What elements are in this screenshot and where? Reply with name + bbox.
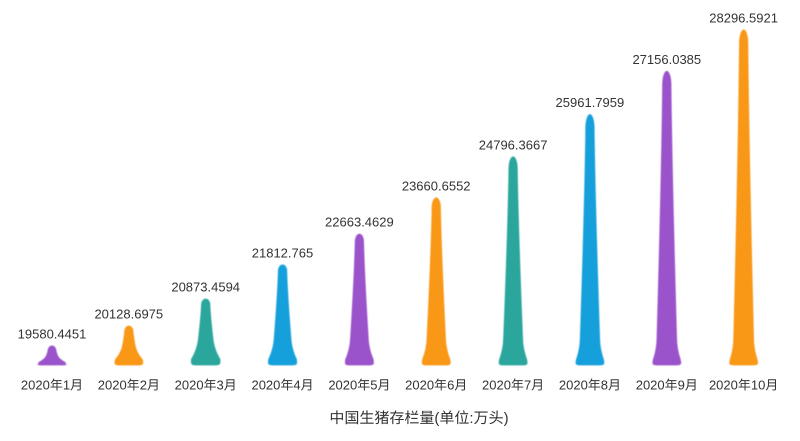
svg-text:2: 2 bbox=[140, 378, 147, 393]
svg-text:22663.4629: 22663.4629 bbox=[325, 215, 394, 230]
svg-text::: : bbox=[469, 410, 473, 427]
svg-text:2020: 2020 bbox=[482, 378, 511, 393]
svg-text:2020: 2020 bbox=[559, 378, 588, 393]
svg-text:): ) bbox=[504, 410, 509, 427]
svg-text:2020: 2020 bbox=[98, 378, 127, 393]
svg-text:5: 5 bbox=[370, 378, 377, 393]
svg-text:2020: 2020 bbox=[21, 378, 50, 393]
svg-text:19580.4451: 19580.4451 bbox=[18, 326, 87, 341]
svg-text:2020: 2020 bbox=[709, 378, 738, 393]
svg-text:4: 4 bbox=[293, 378, 300, 393]
svg-text:24796.3667: 24796.3667 bbox=[479, 137, 548, 152]
svg-text:10: 10 bbox=[751, 378, 765, 393]
svg-text:20873.4594: 20873.4594 bbox=[171, 280, 240, 295]
svg-text:2020: 2020 bbox=[636, 378, 665, 393]
svg-text:28296.5921: 28296.5921 bbox=[709, 10, 778, 25]
svg-text:9: 9 bbox=[678, 378, 685, 393]
svg-text:2020: 2020 bbox=[328, 378, 357, 393]
svg-text:25961.7959: 25961.7959 bbox=[556, 95, 625, 110]
svg-text:2020: 2020 bbox=[175, 378, 204, 393]
svg-text:23660.6552: 23660.6552 bbox=[402, 179, 471, 194]
svg-text:2020: 2020 bbox=[405, 378, 434, 393]
svg-text:7: 7 bbox=[524, 378, 531, 393]
svg-text:8: 8 bbox=[601, 378, 608, 393]
svg-text:27156.0385: 27156.0385 bbox=[632, 52, 701, 67]
svg-text:2020: 2020 bbox=[251, 378, 280, 393]
svg-text:3: 3 bbox=[217, 378, 224, 393]
svg-text:1: 1 bbox=[63, 378, 70, 393]
svg-text:20128.6975: 20128.6975 bbox=[94, 307, 163, 322]
svg-text:(: ( bbox=[434, 410, 439, 427]
svg-text:6: 6 bbox=[447, 378, 454, 393]
svg-text:21812.765: 21812.765 bbox=[252, 246, 313, 261]
